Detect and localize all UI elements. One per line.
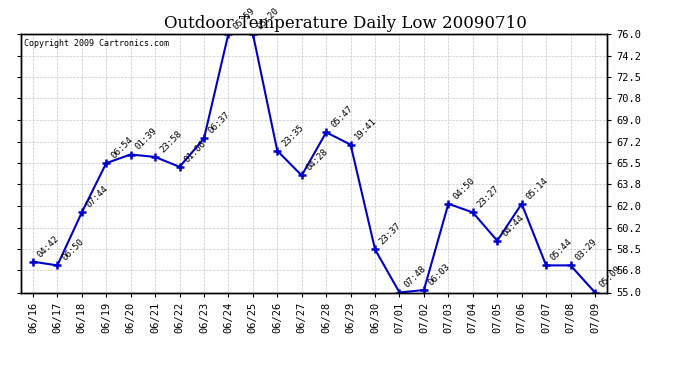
Text: Outdoor Temperature Daily Low 20090710: Outdoor Temperature Daily Low 20090710 [164, 15, 526, 32]
Text: 07:48: 07:48 [402, 264, 428, 290]
Text: 05:09: 05:09 [598, 264, 623, 290]
Text: 01:39: 01:39 [133, 126, 159, 152]
Text: 01:06: 01:06 [182, 139, 208, 164]
Text: 23:27: 23:27 [475, 184, 501, 210]
Text: 06:50: 06:50 [60, 237, 86, 262]
Text: 07:44: 07:44 [85, 184, 110, 210]
Text: 06:54: 06:54 [109, 135, 135, 160]
Text: 23:37: 23:37 [378, 221, 403, 247]
Text: 03:29: 03:29 [573, 237, 599, 262]
Text: 06:03: 06:03 [426, 262, 452, 287]
Text: Copyright 2009 Cartronics.com: Copyright 2009 Cartronics.com [23, 39, 168, 48]
Text: 04:50: 04:50 [451, 176, 477, 201]
Text: 05:47: 05:47 [329, 104, 354, 129]
Text: 05:59: 05:59 [231, 6, 257, 31]
Text: 06:37: 06:37 [207, 110, 232, 136]
Text: 23:58: 23:58 [158, 129, 184, 154]
Text: 05:44: 05:44 [549, 237, 574, 262]
Text: 04:44: 04:44 [500, 213, 525, 238]
Text: 05:14: 05:14 [524, 176, 550, 201]
Text: 19:41: 19:41 [353, 117, 379, 142]
Text: 05:20: 05:20 [255, 6, 281, 31]
Text: 23:35: 23:35 [280, 123, 306, 148]
Text: 04:28: 04:28 [304, 147, 330, 172]
Text: 04:42: 04:42 [36, 234, 61, 259]
